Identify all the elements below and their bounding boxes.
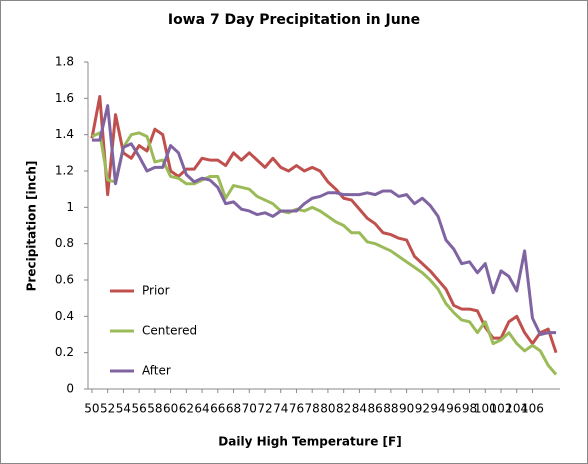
y-tick-label: 0.4 [55, 309, 74, 323]
y-tick-label: 1.2 [55, 164, 74, 178]
y-tick-label: 0.2 [55, 345, 74, 359]
x-tick-label: 90 [399, 402, 414, 416]
x-tick-label: 80 [320, 402, 335, 416]
x-tick-label: 50 [84, 402, 99, 416]
x-tick-label: 88 [383, 402, 398, 416]
x-tick-label: 74 [273, 402, 288, 416]
x-tick-label: 76 [289, 402, 304, 416]
x-tick-label: 68 [226, 402, 241, 416]
x-tick-label: 86 [367, 402, 382, 416]
x-tick-label: 58 [147, 402, 162, 416]
legend-label: Prior [142, 284, 170, 298]
chart-title: Iowa 7 Day Precipitation in June [168, 12, 420, 28]
line-series [91, 104, 557, 336]
x-tick-label: 94 [430, 402, 445, 416]
y-tick-label: 1.6 [55, 91, 74, 105]
x-tick-label: 92 [415, 402, 430, 416]
y-tick-label: 0 [66, 382, 74, 396]
y-tick-label: 1 [66, 200, 74, 214]
y-tick-label: 1.8 [55, 55, 74, 69]
x-tick-label: 78 [305, 402, 320, 416]
x-axis-label: Daily High Temperature [F] [218, 435, 401, 449]
y-tick-label: 0.6 [55, 273, 74, 287]
x-tick-label: 52 [100, 402, 115, 416]
x-tick-label: 62 [179, 402, 194, 416]
y-tick-label: 1.4 [55, 127, 74, 141]
x-tick-label: 100 [474, 402, 497, 416]
x-tick-label: 98 [462, 402, 477, 416]
x-tick-label: 66 [210, 402, 225, 416]
x-tick-label: 70 [242, 402, 257, 416]
legend-label: Centered [142, 324, 197, 338]
x-tick-label: 102 [490, 402, 513, 416]
legend-label: After [142, 364, 171, 378]
x-tick-label: 60 [163, 402, 178, 416]
x-tick-label: 56 [131, 402, 146, 416]
line-series [91, 131, 558, 376]
x-tick-label: 54 [116, 402, 131, 416]
x-tick-label: 72 [257, 402, 272, 416]
x-tick-label: 104 [505, 402, 528, 416]
x-tick-label: 106 [521, 402, 544, 416]
x-tick-label: 82 [336, 402, 351, 416]
y-tick-label: 0.8 [55, 236, 74, 250]
x-tick-label: 64 [194, 402, 209, 416]
x-tick-label: 96 [446, 402, 461, 416]
line-series [90, 95, 558, 354]
y-axis-label: Precipitation [inch] [25, 161, 39, 292]
x-tick-label: 84 [352, 402, 367, 416]
